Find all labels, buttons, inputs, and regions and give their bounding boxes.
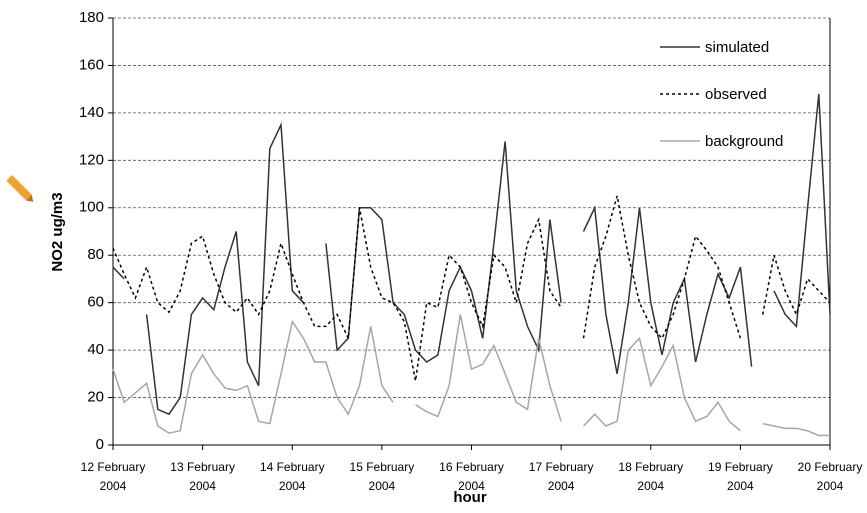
x-tick-label: 13 February 2004: [170, 460, 235, 493]
y-tick-label: 0: [96, 436, 104, 453]
x-tick-label: 15 February 2004: [350, 460, 415, 493]
legend-label: background: [705, 133, 783, 150]
x-tick-label: 12 February 2004: [81, 460, 146, 493]
x-tick-label: 19 February 2004: [708, 460, 773, 493]
legend-label: simulated: [705, 39, 769, 56]
x-tick-label: 17 February 2004: [529, 460, 594, 493]
series-line: [112, 93, 831, 416]
y-tick-label: 20: [87, 389, 104, 406]
y-axis-label: NO2 ug/m3: [49, 192, 66, 271]
pencil-icon: [6, 175, 34, 202]
y-tick-label: 160: [79, 56, 104, 73]
legend-label: observed: [705, 86, 767, 103]
x-axis-label: hour: [453, 489, 486, 506]
y-tick-label: 40: [87, 341, 104, 358]
y-tick-label: 60: [87, 294, 104, 311]
y-tick-label: 120: [79, 151, 104, 168]
series-line: [112, 195, 831, 382]
x-tick-label: 20 February 2004: [798, 460, 863, 493]
y-tick-label: 180: [79, 9, 104, 26]
y-tick-label: 100: [79, 199, 104, 216]
x-tick-label: 16 February 2004: [439, 460, 504, 493]
y-tick-label: 80: [87, 246, 104, 263]
series-line: [112, 314, 830, 437]
y-tick-label: 140: [79, 104, 104, 121]
x-tick-label: 18 February 2004: [618, 460, 683, 493]
x-tick-label: 14 February 2004: [260, 460, 325, 493]
